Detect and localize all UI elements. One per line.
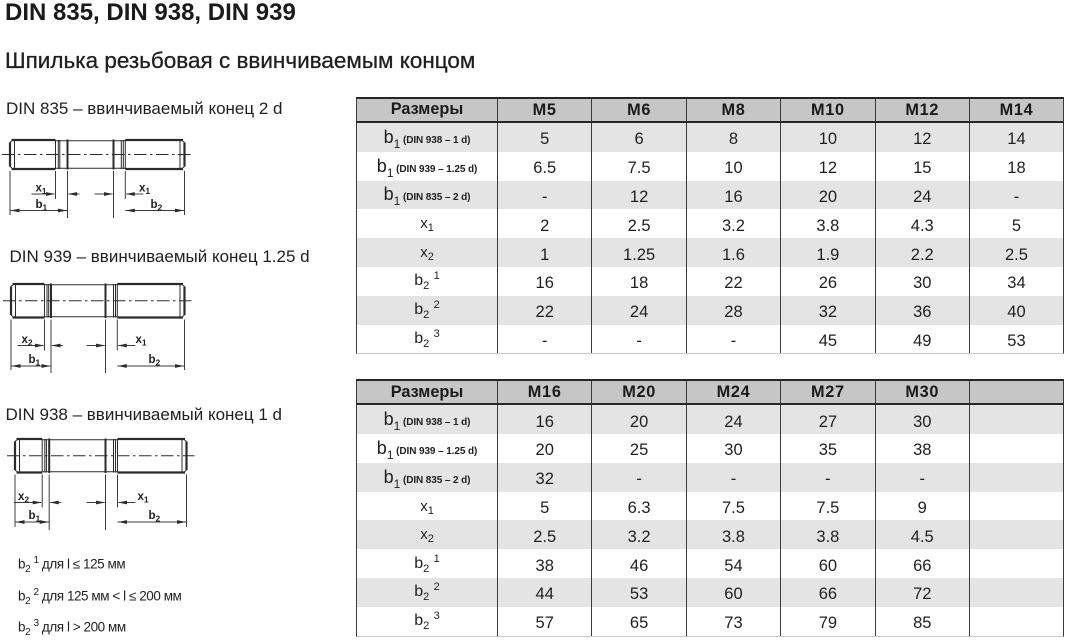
svg-text:x1: x1 [136,334,147,348]
svg-text:x1: x1 [36,183,47,197]
svg-text:b2: b2 [149,510,161,524]
svg-text:x1: x1 [139,183,150,197]
svg-text:x1: x1 [138,491,149,505]
svg-text:b1: b1 [29,354,41,368]
svg-text:b2: b2 [149,354,161,368]
svg-text:b2: b2 [151,199,163,213]
svg-text:x2: x2 [18,491,29,505]
svg-text:b1: b1 [29,510,41,524]
svg-text:b1: b1 [36,199,48,213]
svg-text:x2: x2 [22,334,33,348]
